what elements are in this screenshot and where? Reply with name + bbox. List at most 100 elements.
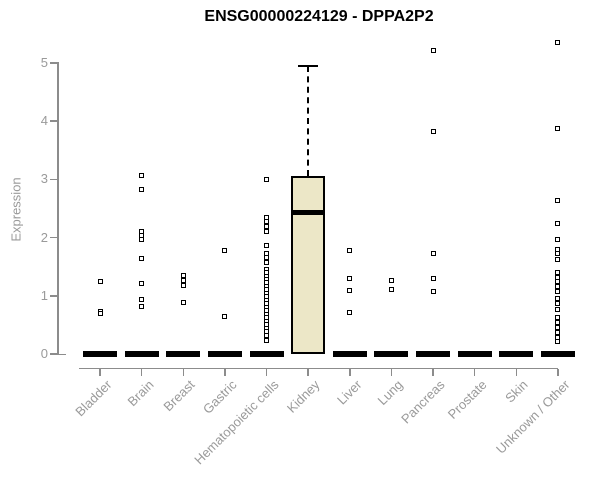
y-tick-label: 5 [40, 55, 48, 70]
outlier-point [430, 47, 436, 53]
outlier-point [555, 279, 561, 285]
outlier-point [555, 251, 561, 257]
outlier-point [264, 224, 270, 230]
whisker-cap-kidney [298, 64, 319, 67]
x-tick-mark [265, 369, 268, 376]
outlier-point [555, 220, 561, 226]
outlier-point [555, 198, 561, 204]
x-tick-mark [307, 369, 309, 376]
x-tick-mark [432, 369, 434, 376]
outlier-point [139, 187, 145, 193]
outlier-point [555, 274, 561, 280]
outlier-point [180, 272, 186, 278]
y-tick-label: 3 [40, 171, 48, 187]
x-tick-mark [99, 369, 101, 376]
outlier-point [347, 288, 353, 294]
y-tick-mark [50, 178, 58, 181]
outlier-point [555, 338, 561, 344]
outlier-point [264, 214, 270, 220]
y-axis-line [57, 62, 59, 355]
collapsed-box-skin [499, 351, 534, 357]
collapsed-box-bladder [83, 351, 117, 357]
outlier-point [555, 320, 561, 326]
outlier-point [430, 275, 436, 281]
outlier-point [222, 248, 228, 254]
x-axis-line [79, 367, 558, 369]
y-tick-mark [50, 353, 58, 355]
outlier-point [388, 278, 394, 284]
outlier-point [264, 337, 270, 343]
outlier-point [347, 275, 353, 281]
collapsed-box-brain [124, 351, 159, 357]
outlier-point [430, 251, 436, 257]
y-tick-label: 2 [40, 229, 48, 245]
y-axis-title: Expression [8, 177, 24, 242]
x-tick-mark [390, 369, 393, 376]
outlier-point [97, 310, 103, 316]
outlier-point [555, 296, 561, 302]
outlier-point [555, 301, 561, 307]
outlier-point [347, 310, 353, 316]
y-tick-label: 0 [40, 346, 48, 361]
outlier-point [555, 270, 561, 276]
outlier-point [139, 297, 145, 303]
outlier-point [430, 129, 436, 135]
outlier-point [97, 279, 103, 285]
y-tick-label: 4 [40, 113, 48, 129]
outlier-point [388, 287, 394, 293]
collapsed-box-lung [374, 351, 409, 357]
outlier-point [555, 314, 561, 320]
outlier-point [264, 176, 270, 182]
outlier-point [139, 281, 145, 287]
outlier-point [180, 283, 186, 289]
x-tick-mark [182, 369, 185, 376]
outlier-point [264, 219, 270, 225]
outlier-point [555, 288, 561, 294]
outlier-point [139, 172, 145, 178]
outlier-point [264, 250, 270, 256]
outlier-point [430, 289, 436, 295]
median-line-kidney [291, 210, 326, 216]
outlier-point [264, 255, 270, 261]
outlier-point [555, 256, 561, 262]
outlier-point [180, 278, 186, 284]
x-tick-mark [473, 369, 476, 376]
outlier-point [555, 283, 561, 289]
outlier-point [555, 306, 561, 312]
outlier-point [139, 236, 145, 242]
collapsed-box-gastric [207, 351, 242, 357]
outlier-point [264, 228, 270, 234]
collapsed-box-unknown-other [540, 351, 575, 357]
outlier-point [222, 313, 228, 319]
collapsed-box-pancreas [416, 351, 451, 357]
outlier-point [264, 260, 270, 266]
x-tick-mark [349, 369, 351, 376]
outlier-point [555, 40, 561, 46]
whisker-kidney [307, 65, 310, 176]
outlier-point [139, 256, 145, 262]
y-tick-mark [50, 120, 58, 122]
outlier-point [139, 304, 145, 310]
x-tick-mark [140, 369, 143, 376]
x-tick-mark [557, 369, 559, 376]
x-tick-mark [515, 369, 518, 376]
outlier-point [555, 246, 561, 252]
outlier-point [264, 243, 270, 249]
outlier-point [180, 300, 186, 306]
outlier-point [347, 247, 353, 253]
outlier-point [555, 236, 561, 242]
box-kidney [291, 175, 326, 354]
collapsed-box-hematopoietic-cells [249, 351, 284, 357]
chart-title: ENSG00000224129 - DPPA2P2 [204, 8, 434, 25]
outlier-point [555, 126, 561, 132]
y-tick-mark [50, 62, 58, 64]
y-axis-foot [57, 353, 66, 355]
y-tick-mark [50, 236, 58, 239]
outlier-point [555, 325, 561, 331]
x-tick-mark [224, 369, 226, 376]
y-tick-mark [50, 295, 58, 297]
outlier-point [555, 329, 561, 335]
collapsed-box-prostate [457, 351, 492, 357]
y-tick-label: 1 [40, 287, 48, 303]
